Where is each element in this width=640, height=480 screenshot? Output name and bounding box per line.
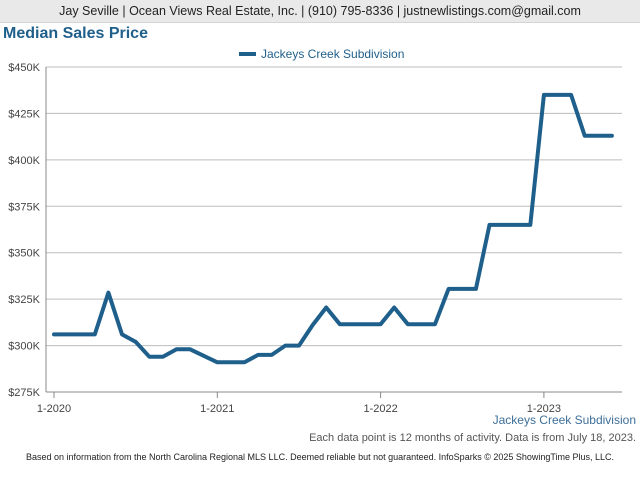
- x-tick-label: 1-2022: [363, 403, 397, 415]
- x-tick-label: 1-2020: [37, 403, 71, 415]
- y-tick-label: $450K: [8, 62, 40, 74]
- y-tick-label: $300K: [8, 341, 40, 353]
- mls-disclaimer: Based on information from the North Caro…: [25, 452, 615, 462]
- chart-axes: [45, 67, 622, 398]
- subdivision-label: Jackeys Creek Subdivision: [492, 413, 636, 427]
- y-tick-label: $350K: [8, 248, 40, 260]
- x-tick-label: 1-2021: [200, 403, 234, 415]
- agent-contact-header: Jay Seville | Ocean Views Real Estate, I…: [0, 0, 640, 23]
- y-axis-tick-labels: $275K $300K $325K $350K $375K $400K $425K $450K: [8, 62, 40, 399]
- page-title: Median Sales Price: [3, 25, 148, 42]
- x-axis-tick-labels: 1-2020 1-2021 1-2022 1-2023: [37, 403, 561, 415]
- chart-legend: Jackeys Creek Subdivision: [239, 47, 404, 61]
- grid-lines: [46, 66, 622, 393]
- y-tick-label: $325K: [8, 294, 40, 306]
- legend-label: Jackeys Creek Subdivision: [261, 47, 404, 61]
- y-tick-label: $400K: [8, 155, 40, 167]
- series-lines: [52, 92, 614, 365]
- y-tick-label: $275K: [8, 387, 40, 399]
- y-tick-label: $375K: [8, 201, 40, 213]
- y-tick-label: $425K: [8, 108, 40, 120]
- x-tick-label: 1-2023: [527, 403, 561, 415]
- series-line: [52, 92, 614, 365]
- data-note: Each data point is 12 months of activity…: [309, 432, 636, 444]
